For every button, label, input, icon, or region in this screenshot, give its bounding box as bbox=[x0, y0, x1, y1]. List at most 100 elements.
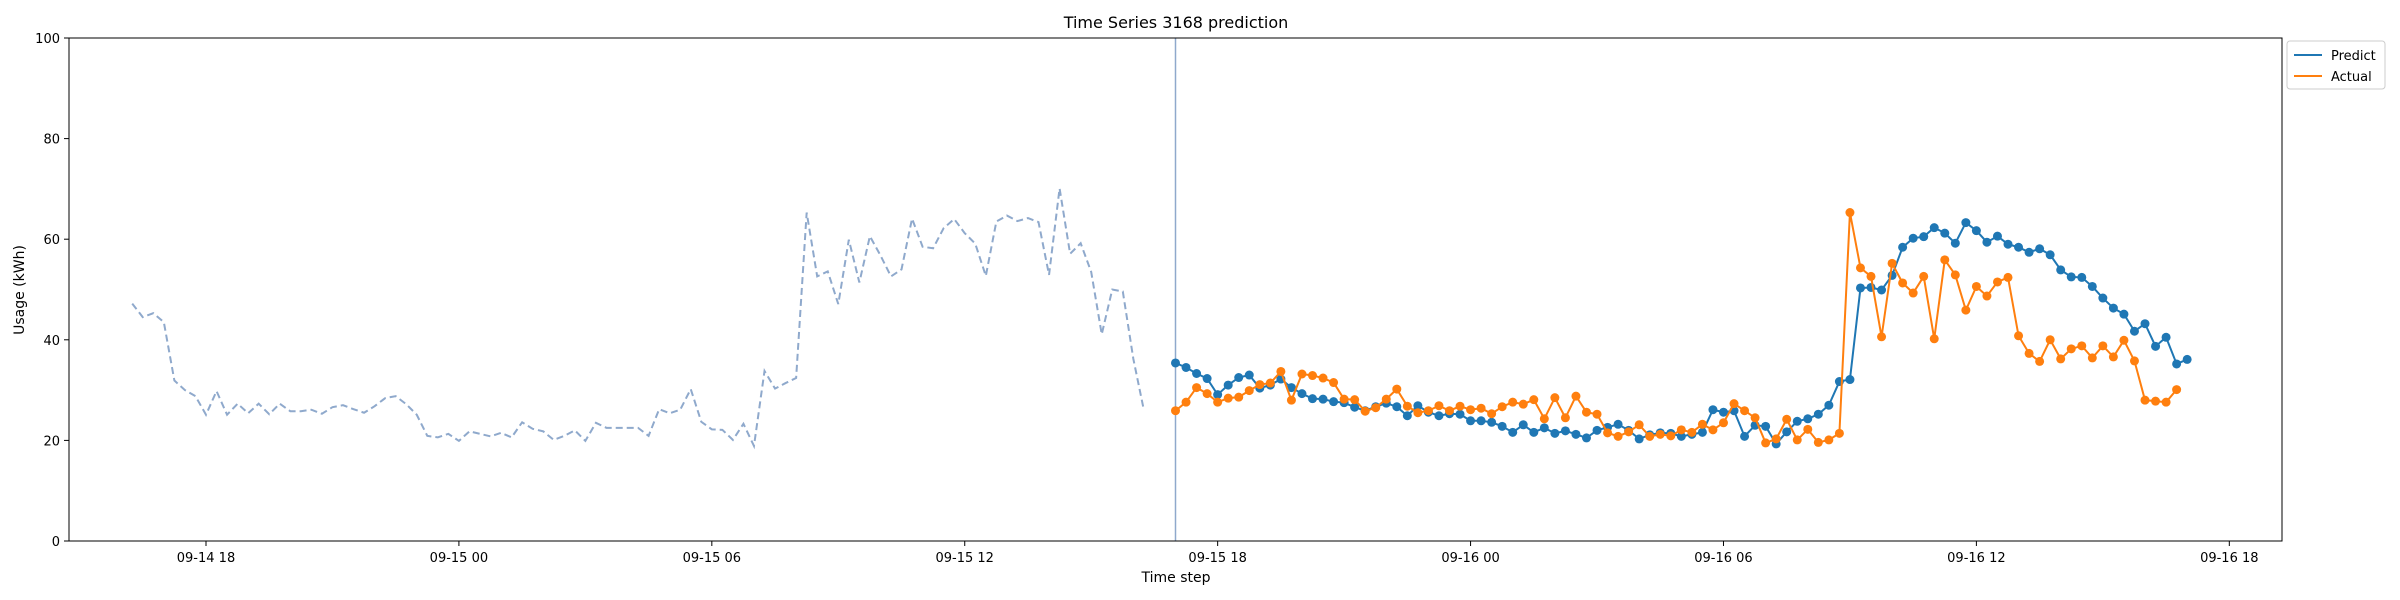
predict-point bbox=[1560, 426, 1570, 436]
predict-point bbox=[2024, 247, 2034, 257]
x-tick-label: 09-15 12 bbox=[936, 551, 994, 566]
actual-point bbox=[1919, 271, 1929, 281]
predict-point bbox=[1392, 402, 1402, 412]
actual-point bbox=[1371, 403, 1381, 413]
actual-point bbox=[1434, 401, 1444, 411]
predict-point bbox=[1919, 232, 1929, 242]
actual-point bbox=[1402, 401, 1412, 411]
predict-point bbox=[1350, 402, 1360, 412]
predict-point bbox=[2035, 244, 2045, 254]
actual-point bbox=[1392, 384, 1402, 394]
predict-point bbox=[1487, 417, 1497, 427]
actual-point bbox=[1508, 397, 1518, 407]
x-tick-label: 09-16 00 bbox=[1441, 551, 1499, 566]
actual-point bbox=[1350, 395, 1360, 405]
predict-point bbox=[1740, 431, 1750, 441]
actual-point bbox=[1982, 291, 1992, 301]
predict-point bbox=[1877, 285, 1887, 295]
predict-point bbox=[1982, 237, 1992, 247]
actual-point bbox=[2087, 353, 2097, 363]
predict-point bbox=[2014, 242, 2024, 252]
plot-area bbox=[68, 37, 2283, 542]
actual-point bbox=[1961, 305, 1971, 315]
actual-point bbox=[1286, 395, 1296, 405]
actual-point bbox=[1255, 380, 1265, 390]
actual-point bbox=[1655, 429, 1665, 439]
actual-point bbox=[2014, 331, 2024, 341]
predict-point bbox=[1581, 433, 1591, 443]
predict-point bbox=[1898, 242, 1908, 252]
predict-point bbox=[2140, 319, 2150, 329]
actual-series bbox=[1171, 208, 2182, 448]
predict-point bbox=[1803, 414, 1813, 424]
actual-point bbox=[1708, 425, 1718, 435]
predict-point bbox=[1708, 405, 1718, 415]
actual-point bbox=[1750, 413, 1760, 423]
predict-point bbox=[1213, 390, 1223, 400]
predict-point bbox=[1181, 362, 1191, 372]
x-tick-label: 09-15 18 bbox=[1188, 551, 1246, 566]
legend: Predict Actual bbox=[2286, 40, 2386, 90]
x-tick-label: 09-14 18 bbox=[177, 551, 235, 566]
actual-point bbox=[1223, 393, 1233, 403]
predict-point bbox=[1434, 411, 1444, 421]
actual-point bbox=[1666, 431, 1676, 441]
actual-point bbox=[1265, 378, 1275, 388]
actual-point bbox=[1592, 409, 1602, 419]
predict-point bbox=[1929, 223, 1939, 233]
actual-point bbox=[2066, 344, 2076, 354]
actual-point bbox=[1529, 395, 1539, 405]
actual-point bbox=[1740, 406, 1750, 416]
predict-point bbox=[2129, 326, 2139, 336]
actual-point bbox=[1929, 334, 1939, 344]
actual-point bbox=[1497, 402, 1507, 412]
predict-point bbox=[2045, 250, 2055, 260]
predict-point bbox=[1476, 416, 1486, 426]
legend-actual-label: Actual bbox=[2331, 70, 2372, 85]
y-tick-label: 60 bbox=[43, 233, 60, 248]
actual-point bbox=[1634, 420, 1644, 430]
actual-point bbox=[1202, 389, 1212, 399]
predict-point bbox=[2098, 293, 2108, 303]
y-tick-label: 20 bbox=[43, 434, 60, 449]
predict-point bbox=[1286, 383, 1296, 393]
actual-point bbox=[1171, 406, 1180, 416]
predict-point bbox=[2003, 239, 2013, 249]
actual-point bbox=[2119, 335, 2129, 345]
x-axis-label: Time step bbox=[1141, 570, 1211, 586]
predict-point bbox=[1961, 218, 1971, 228]
actual-point bbox=[2129, 356, 2139, 366]
actual-point bbox=[1455, 401, 1465, 411]
predict-point bbox=[1529, 427, 1539, 437]
actual-point bbox=[1381, 394, 1391, 404]
predict-point bbox=[1697, 427, 1707, 437]
predict-point bbox=[1402, 411, 1412, 421]
predict-point bbox=[1307, 394, 1317, 404]
actual-point bbox=[1834, 428, 1844, 438]
history-series bbox=[131, 188, 1145, 450]
x-tick-label: 09-16 12 bbox=[1947, 551, 2005, 566]
x-tick-label: 09-16 06 bbox=[1694, 551, 1752, 566]
actual-point bbox=[1244, 386, 1254, 396]
actual-point bbox=[1613, 431, 1623, 441]
actual-point bbox=[1887, 258, 1897, 268]
actual-point bbox=[1866, 271, 1876, 281]
actual-point bbox=[1487, 409, 1497, 419]
actual-point bbox=[1339, 394, 1349, 404]
actual-point bbox=[1423, 406, 1433, 416]
predict-point bbox=[1845, 375, 1855, 385]
actual-point bbox=[2108, 352, 2118, 362]
predict-point bbox=[2108, 303, 2118, 313]
predict-point bbox=[2172, 359, 2182, 369]
predict-point bbox=[1413, 401, 1423, 411]
predict-point bbox=[1592, 425, 1602, 435]
y-axis-label: Usage (kWh) bbox=[12, 245, 28, 335]
y-tick-label: 100 bbox=[35, 32, 60, 47]
actual-point bbox=[1803, 424, 1813, 434]
actual-point bbox=[1518, 399, 1528, 409]
actual-point bbox=[1539, 414, 1549, 424]
actual-point bbox=[2140, 395, 2150, 405]
actual-point bbox=[1898, 278, 1908, 288]
actual-point bbox=[1718, 418, 1728, 428]
actual-point bbox=[1624, 427, 1634, 437]
